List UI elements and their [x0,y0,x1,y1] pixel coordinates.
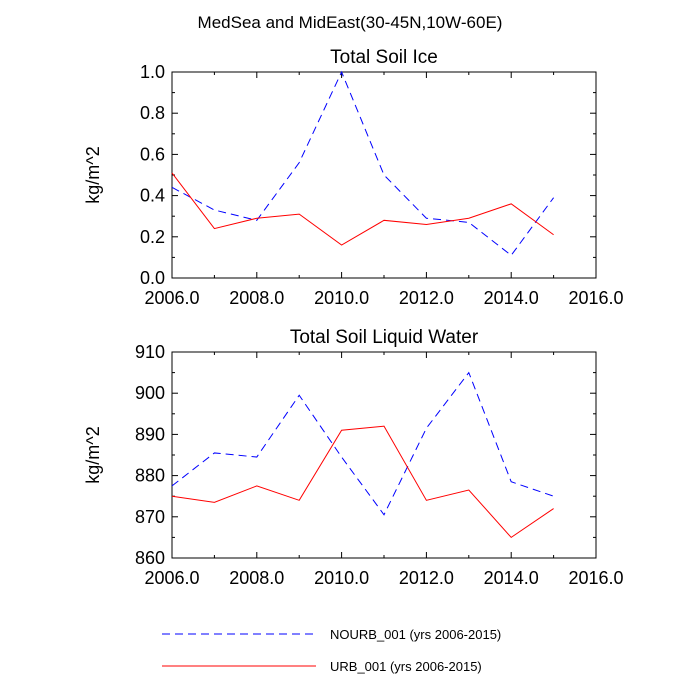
panel-title: Total Soil Liquid Water [290,327,479,348]
x-tick-label: 2016.0 [568,288,623,308]
x-tick-label: 2016.0 [568,568,623,588]
x-tick-label: 2006.0 [144,568,199,588]
y-tick-label: 860 [135,548,165,568]
y-axis-label: kg/m^2 [83,426,103,483]
x-tick-label: 2008.0 [229,568,284,588]
series-line-nourb-001 [171,371,554,516]
legend: NOURB_001 (yrs 2006-2015) URB_001 (yrs 20… [162,627,501,674]
x-tick-label: 2008.0 [229,288,284,308]
y-tick-label: 900 [135,383,165,403]
y-tick-label: 0.0 [140,268,165,288]
y-tick-label: 870 [135,507,165,527]
x-tick-label: 2014.0 [484,288,539,308]
y-tick-label: 910 [135,342,165,362]
x-tick-label: 2006.0 [144,288,199,308]
y-tick-label: 0.8 [140,103,165,123]
series-line-nourb-001 [171,70,555,257]
y-tick-label: 0.2 [140,227,165,247]
figure-title: MedSea and MidEast(30-45N,10W-60E) [198,13,503,32]
y-tick-label: 1.0 [140,62,165,82]
series-line-urb-001 [171,425,554,539]
x-tick-label: 2010.0 [314,568,369,588]
x-tick-label: 2012.0 [399,288,454,308]
y-tick-label: 0.6 [140,144,165,164]
x-tick-label: 2014.0 [484,568,539,588]
x-tick-label: 2010.0 [314,288,369,308]
y-axis-label: kg/m^2 [83,146,103,203]
panel-total-soil-liquid-water: Total Soil Liquid Water kg/m^2 2006.0 2008.… [83,327,624,588]
series-line-urb-001 [171,172,554,246]
legend-label: URB_001 (yrs 2006-2015) [330,659,482,674]
panel-title: Total Soil Ice [330,47,438,68]
y-tick-label: 0.4 [140,186,165,206]
y-tick-label: 880 [135,466,165,486]
panel-total-soil-ice: Total Soil Ice kg/m^2 2006.0 2008.0 2010.0 20… [83,47,624,308]
plot-frame [171,351,597,559]
x-tick-label: 2012.0 [399,568,454,588]
legend-label: NOURB_001 (yrs 2006-2015) [330,627,501,642]
y-tick-label: 890 [135,424,165,444]
